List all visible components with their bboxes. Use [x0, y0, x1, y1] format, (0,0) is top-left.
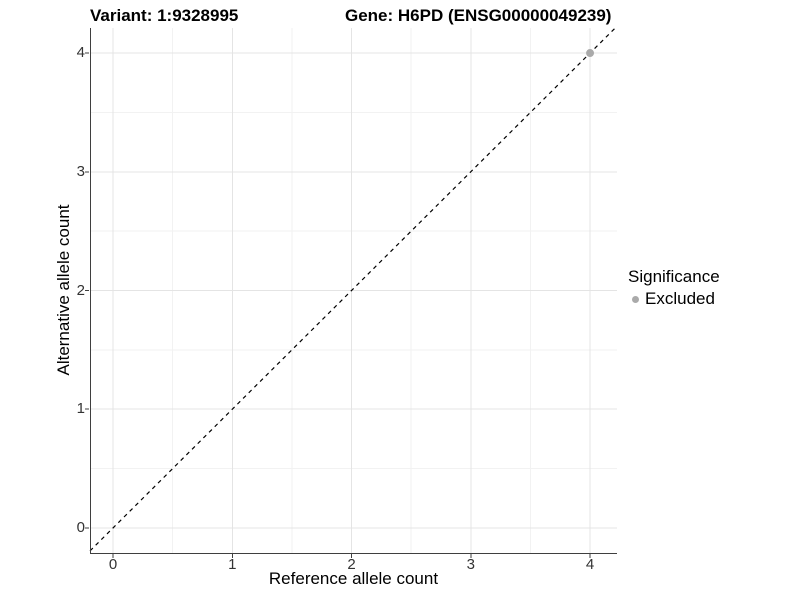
legend: Significance Excluded [628, 266, 720, 309]
title-gene: Gene: H6PD (ENSG00000049239) [345, 6, 612, 25]
title-variant: Variant: 1:9328995 [90, 6, 239, 25]
y-tick-label: 1 [76, 399, 85, 417]
y-tick-label: 3 [76, 162, 85, 180]
legend-entries: Excluded [628, 289, 720, 309]
x-tick-label: 4 [585, 556, 595, 573]
legend-title: Significance [628, 267, 720, 286]
identity-line [89, 27, 616, 552]
x-tick-label: 2 [347, 556, 356, 573]
x-axis-label: Reference allele count [268, 569, 439, 588]
legend-key-dot [632, 295, 639, 303]
x-tick-label: 1 [228, 556, 237, 573]
y-tick-label: 2 [76, 281, 85, 299]
data-point [586, 49, 595, 58]
x-tick-label: 3 [466, 556, 475, 573]
legend-entry-label: Excluded [645, 289, 715, 309]
y-tick-label: 4 [76, 43, 85, 61]
y-tick-label: 0 [76, 518, 85, 536]
legend-entry: Excluded [628, 289, 720, 309]
x-tick-label: 0 [108, 556, 118, 573]
